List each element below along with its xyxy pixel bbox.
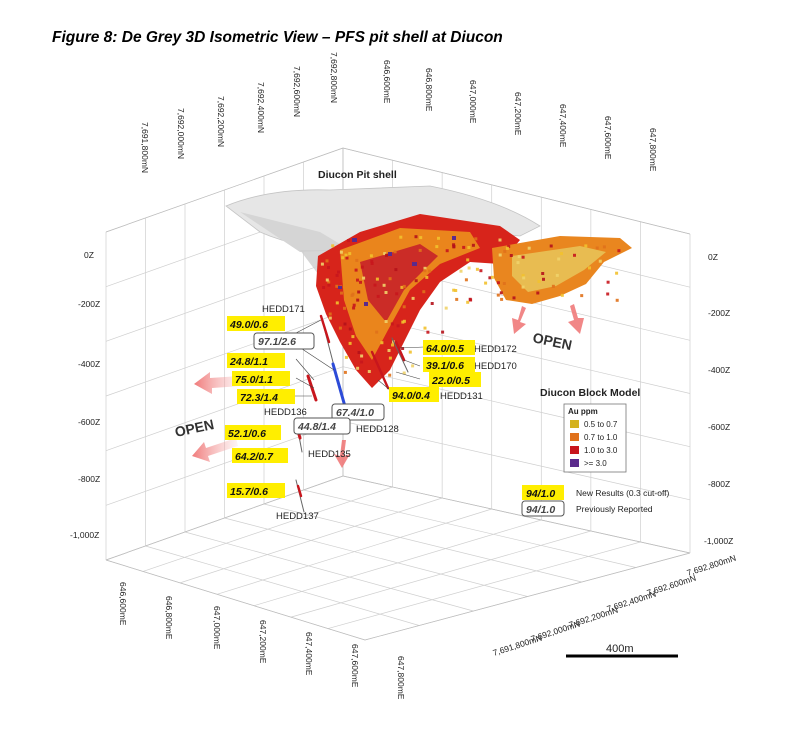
new-results: 49.0/0.6 24.8/1.1 75.0/1.1 72.3/1.4 64.0… (225, 316, 481, 498)
tick-bottom-easting: 646,800mE (164, 596, 174, 640)
tick-right-z: -600Z (708, 422, 730, 432)
result-new: 64.0/0.5 (426, 343, 464, 355)
legend-swatch (570, 433, 579, 441)
scale-bar: 400m (566, 643, 678, 658)
tick-top-northing: 7,692,600mN (292, 66, 302, 117)
open-label-right: OPEN (531, 329, 573, 353)
tick-bottom-easting: 646,600mE (118, 582, 128, 626)
tick-left-z: -600Z (78, 417, 100, 427)
result-new: 15.7/0.6 (230, 486, 268, 498)
result-new: 49.0/0.6 (229, 319, 268, 331)
hole-label: HEDD135 (308, 449, 351, 460)
result-previous: 67.4/1.0 (336, 407, 374, 419)
tick-right-z: -400Z (708, 365, 730, 375)
tick-left-z: -200Z (78, 299, 100, 309)
tick-top-northing: 7,691,800mN (140, 122, 150, 173)
tick-bottom-easting: 647,800mE (396, 656, 406, 700)
tick-top-northing: 7,692,200mN (216, 96, 226, 147)
result-new: 94.0/0.4 (392, 390, 430, 402)
result-new: 72.3/1.4 (240, 392, 278, 404)
results-key: 94/1.0 New Results (0.3 cut-off) 94/1.0 … (521, 485, 670, 517)
pit-shell-label: Diucon Pit shell (318, 169, 397, 181)
axis-top-northing: 7,691,800mN 7,692,000mN 7,692,200mN 7,69… (140, 52, 339, 173)
tick-left-z: -400Z (78, 359, 100, 369)
tick-right-z: 0Z (708, 252, 718, 262)
hole-label: HEDD170 (474, 361, 517, 372)
hole-label: HEDD131 (440, 391, 483, 402)
tick-top-easting: 647,200mE (513, 92, 523, 136)
axis-left-z: 0Z -200Z -400Z -600Z -800Z -1,000Z (70, 250, 100, 540)
tick-left-z: 0Z (84, 250, 94, 260)
tick-left-z: -800Z (78, 474, 100, 484)
tick-top-northing: 7,692,400mN (256, 82, 266, 133)
axis-top-easting: 646,600mE 646,800mE 647,000mE 647,200mE … (382, 60, 658, 172)
block-model (316, 214, 632, 388)
tick-bottom-easting: 647,000mE (212, 606, 222, 650)
tick-bottom-easting: 647,400mE (304, 632, 314, 676)
open-arrows (192, 304, 584, 468)
open-label-left: OPEN (173, 416, 215, 440)
tick-right-z: -200Z (708, 308, 730, 318)
axis-right-z: 0Z -200Z -400Z -600Z -800Z -1,000Z (704, 252, 733, 546)
tick-top-northing: 7,692,000mN (176, 108, 186, 159)
key-new-text: New Results (0.3 cut-off) (576, 488, 670, 498)
result-new: 22.0/0.5 (431, 375, 470, 387)
result-new: 75.0/1.1 (235, 374, 273, 386)
result-previous: 97.1/2.6 (258, 336, 296, 348)
scale-label: 400m (606, 643, 634, 655)
result-previous: 44.8/1.4 (297, 421, 336, 433)
figure-title: Figure 8: De Grey 3D Isometric View – PF… (52, 29, 503, 46)
hole-labels: HEDD171 HEDD172 HEDD170 HEDD131 HEDD136 … (262, 304, 517, 522)
tick-top-northing: 7,692,800mN (329, 52, 339, 103)
legend-label: 1.0 to 3.0 (584, 446, 618, 455)
result-new: 39.1/0.6 (426, 360, 464, 372)
tick-bottom-northing: 7,691,800mN (492, 633, 544, 658)
tick-bottom-easting: 647,600mE (350, 644, 360, 688)
tick-top-easting: 646,800mE (424, 68, 434, 112)
tick-top-easting: 647,600mE (603, 116, 613, 160)
drill-holes (294, 314, 409, 513)
legend-swatch (570, 420, 579, 428)
legend-label: 0.5 to 0.7 (584, 420, 618, 429)
legend-unit: Au ppm (568, 407, 598, 416)
tick-bottom-easting: 647,200mE (258, 620, 268, 664)
legend-swatch (570, 459, 579, 467)
legend-label: 0.7 to 1.0 (584, 433, 618, 442)
key-new-sample: 94/1.0 (526, 488, 555, 500)
hole-label: HEDD172 (474, 344, 517, 355)
hole-label: HEDD137 (276, 511, 319, 522)
block-model-legend: Diucon Block Model Au ppm 0.5 to 0.7 0.7 … (540, 387, 640, 473)
key-previous-text: Previously Reported (576, 504, 653, 514)
tick-top-easting: 646,600mE (382, 60, 392, 104)
previous-results: 97.1/2.6 67.4/1.0 44.8/1.4 (253, 332, 385, 435)
tick-top-easting: 647,800mE (648, 128, 658, 172)
tick-top-easting: 647,400mE (558, 104, 568, 148)
tick-left-z: -1,000Z (70, 530, 99, 540)
tick-right-z: -1,000Z (704, 536, 733, 546)
key-previous-sample: 94/1.0 (526, 504, 555, 516)
result-new: 64.2/0.7 (235, 451, 274, 463)
tick-top-easting: 647,000mE (468, 80, 478, 124)
hole-label: HEDD136 (264, 407, 307, 418)
result-new: 24.8/1.1 (229, 356, 268, 368)
axis-bottom-easting: 646,600mE 646,800mE 647,000mE 647,200mE … (118, 582, 406, 700)
hole-label: HEDD171 (262, 304, 305, 315)
bounding-box-grid (105, 147, 691, 641)
hole-label: HEDD128 (356, 424, 399, 435)
legend-swatch (570, 446, 579, 454)
result-new: 52.1/0.6 (228, 428, 266, 440)
legend-label: >= 3.0 (584, 459, 607, 468)
legend-title: Diucon Block Model (540, 387, 640, 399)
tick-right-z: -800Z (708, 479, 730, 489)
